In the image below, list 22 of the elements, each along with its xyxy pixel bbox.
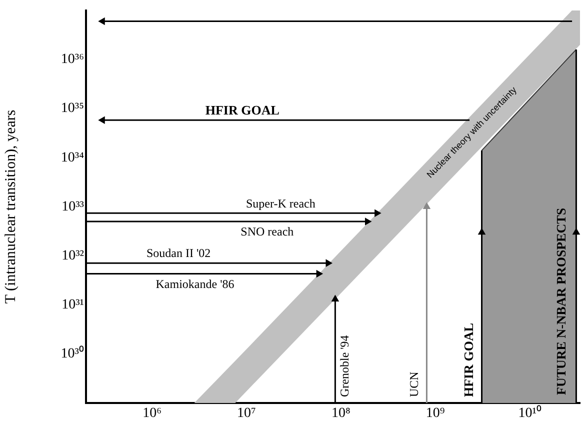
series-label: HFIR GOAL bbox=[205, 102, 280, 118]
y-tick-label: 10³⁴ bbox=[60, 150, 84, 166]
text: HFIR GOAL bbox=[461, 322, 476, 397]
y-tick-label: 10³² bbox=[62, 248, 84, 264]
x-tick-label: 10⁷ bbox=[237, 406, 256, 422]
series-label: Kamiokande '86 bbox=[156, 276, 234, 291]
y-tick-label: 10³³ bbox=[62, 199, 84, 214]
x-tick-label: 10¹⁰ bbox=[518, 405, 542, 422]
y-tick-label: 10³⁶ bbox=[60, 52, 84, 68]
y-tick-label: 10³⁰ bbox=[60, 346, 84, 362]
series-label: Super-K reach bbox=[246, 196, 316, 210]
series-label: Soudan II '02 bbox=[146, 246, 211, 260]
x-tick-label: 10⁶ bbox=[142, 406, 162, 422]
text: Grenoble '94 bbox=[337, 335, 352, 397]
text: UCN bbox=[406, 371, 421, 397]
y-axis-title: T (intranuclear transition), years bbox=[2, 110, 19, 304]
x-tick-label: 10⁸ bbox=[331, 406, 350, 422]
series-label: FUTURE N-NBAR PROSPECTS bbox=[554, 208, 569, 395]
x-tick-label: 10⁹ bbox=[426, 406, 445, 422]
y-tick-label: 10³⁵ bbox=[60, 101, 84, 116]
y-tick-label: 10³¹ bbox=[62, 298, 84, 313]
series-label: SNO reach bbox=[240, 224, 294, 239]
